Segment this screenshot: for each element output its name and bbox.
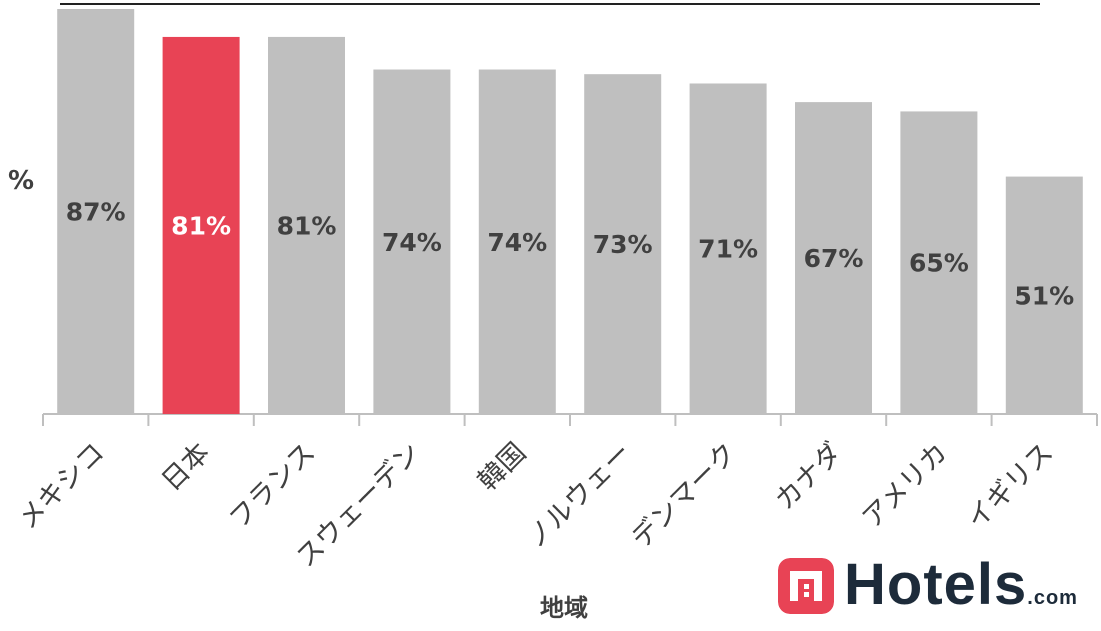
bar-1 — [57, 9, 135, 414]
data-label: 67% — [804, 244, 864, 273]
x-tick-label: アメリカ — [857, 437, 954, 534]
y-axis-label: % — [8, 166, 35, 196]
x-tick-label: メキシコ — [12, 437, 110, 535]
data-label: 74% — [487, 228, 547, 257]
bar-8 — [795, 102, 872, 414]
logo-name: Hotels — [844, 552, 1028, 617]
x-tick-label: デンマーク — [626, 437, 743, 554]
x-tick-label: フランス — [224, 437, 322, 535]
data-label: 65% — [909, 249, 969, 278]
data-label: 73% — [593, 230, 653, 259]
data-label: 71% — [698, 235, 758, 264]
hotels-logo-icon — [778, 558, 834, 614]
data-label: 87% — [66, 198, 126, 227]
x-tick-label: 韓国 — [472, 437, 532, 497]
bar-2 — [162, 36, 240, 415]
data-label: 51% — [1014, 281, 1074, 310]
bar-5 — [478, 69, 556, 414]
bar-7 — [689, 83, 767, 414]
x-tick-label: 日本 — [156, 437, 216, 497]
x-tick-label: カナダ — [769, 437, 848, 516]
data-label: 81% — [171, 211, 231, 240]
bar-3 — [268, 36, 345, 415]
bar-chart: 87%メキシコ81%日本81%フランス74%スウェーデン74%韓国73%ノルウェ… — [12, 9, 1098, 574]
chart-title-cropped — [0, 0, 1101, 8]
x-tick-label: イギリス — [961, 437, 1059, 535]
data-label: 81% — [277, 211, 337, 240]
x-axis-label: 地域 — [540, 594, 588, 622]
logo-suffix: .com — [1027, 587, 1078, 609]
bar-9 — [900, 111, 978, 415]
bar-4 — [373, 69, 451, 414]
x-tick-label: ノルウェー — [520, 437, 637, 554]
bar-10 — [1005, 176, 1083, 414]
hotels-logo: Hotels.com — [778, 552, 1101, 622]
data-label: 74% — [382, 228, 442, 257]
hotels-wordmark: Hotels.com — [844, 552, 1078, 631]
bar-6 — [584, 74, 662, 414]
